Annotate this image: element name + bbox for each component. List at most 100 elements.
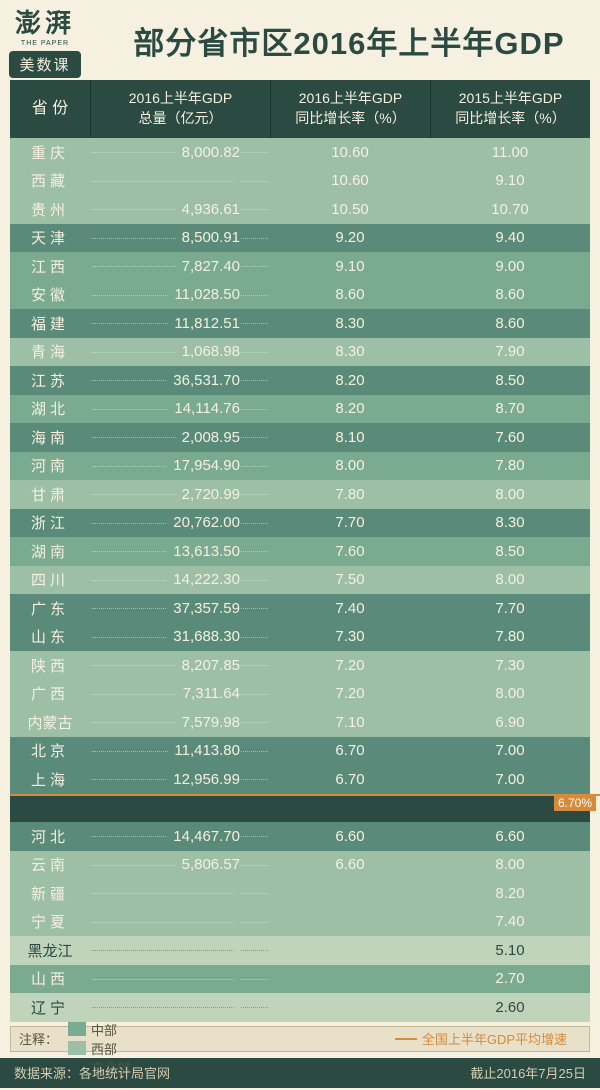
cell-growth-2015: 8.00 [430, 571, 590, 588]
page-title: 部分省市区2016年上半年GDP [90, 0, 600, 80]
legend-text: 中部 [91, 1020, 117, 1039]
gdp-value: 5,604.85 [176, 799, 240, 816]
cell-growth-2016: 8.00 [270, 457, 430, 474]
cell-province: 海南 [10, 427, 90, 448]
cell-gdp: 11,413.80 [90, 742, 270, 759]
cell-gdp: 8,207.85 [90, 657, 270, 674]
cell-growth-2016: 9.10 [270, 258, 430, 275]
table-row: 吉林5,604.856.706.10 [10, 794, 590, 823]
dotted-leader [92, 1007, 268, 1008]
table-row: 西藏10.609.10 [10, 167, 590, 196]
gdp-value: 7,311.64 [177, 685, 240, 702]
gdp-value: 7,827.40 [176, 258, 240, 275]
cell-growth-2016: 6.60 [270, 828, 430, 845]
table-row: 广西7,311.647.208.00 [10, 680, 590, 709]
cell-gdp: 1,068.98 [90, 343, 270, 360]
cell-growth-2015: 6.60 [430, 828, 590, 845]
table-row: 浙江20,762.007.708.30 [10, 509, 590, 538]
col-2015-l1: 2015上半年GDP [459, 89, 562, 109]
table-row: 天津8,500.919.209.40 [10, 224, 590, 253]
cell-gdp: 8,000.82 [90, 144, 270, 161]
cell-growth-2015: 2.60 [430, 999, 590, 1016]
cell-gdp: 37,357.59 [90, 600, 270, 617]
cell-growth-2015: 7.00 [430, 771, 590, 788]
table-row: 新疆8.20 [10, 879, 590, 908]
cell-province: 广东 [10, 598, 90, 619]
avg-growth-line [10, 794, 600, 796]
cell-province: 陕西 [10, 655, 90, 676]
legend-swatch [68, 1022, 86, 1036]
legend-item: 西部 [68, 1039, 130, 1058]
gdp-value: 8,000.82 [176, 144, 240, 161]
cell-gdp: 11,028.50 [90, 286, 270, 303]
cell-growth-2016: 8.10 [270, 429, 430, 446]
col-2016-l2: 同比增长率（%） [295, 109, 405, 129]
gdp-value: 14,467.70 [167, 828, 240, 845]
table-row: 河南17,954.908.007.80 [10, 452, 590, 481]
gdp-value: 11,028.50 [168, 286, 240, 303]
col-2015-l2: 同比增长率（%） [455, 109, 565, 129]
cell-growth-2015: 8.00 [430, 856, 590, 873]
cell-province: 新疆 [10, 883, 90, 904]
cell-province: 四川 [10, 569, 90, 590]
cell-gdp: 7,311.64 [90, 685, 270, 702]
table-row: 北京11,413.806.707.00 [10, 737, 590, 766]
table-row: 黑龙江5.10 [10, 936, 590, 965]
cell-gdp: 7,827.40 [90, 258, 270, 275]
cell-growth-2016: 6.70 [270, 771, 430, 788]
cell-gdp [90, 172, 270, 189]
gdp-value: 17,954.90 [167, 457, 240, 474]
cell-province: 辽宁 [10, 997, 90, 1018]
gdp-value [234, 172, 240, 189]
cell-gdp: 5,806.57 [90, 856, 270, 873]
cell-growth-2016: 7.30 [270, 628, 430, 645]
cell-growth-2015: 7.30 [430, 657, 590, 674]
gdp-value: 11,812.51 [168, 315, 240, 332]
cell-province: 安徽 [10, 284, 90, 305]
table-row: 广东37,357.597.407.70 [10, 594, 590, 623]
cell-gdp [90, 999, 270, 1016]
cell-growth-2015: 8.50 [430, 543, 590, 560]
cell-growth-2016: 10.60 [270, 144, 430, 161]
gdp-value: 14,114.76 [168, 400, 240, 417]
legend-item: 中部 [68, 1020, 130, 1039]
header: 澎湃 THE PAPER 美数课 部分省市区2016年上半年GDP [0, 0, 600, 80]
gdp-value: 36,531.70 [167, 372, 240, 389]
logo-brand: 澎湃 [15, 3, 75, 40]
table-row: 山西2.70 [10, 965, 590, 994]
cell-growth-2015: 7.40 [430, 913, 590, 930]
cell-growth-2015: 9.00 [430, 258, 590, 275]
gdp-value: 5,806.57 [176, 856, 240, 873]
cell-growth-2015: 7.00 [430, 742, 590, 759]
col-gdp-l2: 总量（亿元） [139, 109, 223, 129]
cell-growth-2015: 7.90 [430, 343, 590, 360]
cell-province: 江西 [10, 256, 90, 277]
cell-province: 内蒙古 [10, 712, 90, 733]
gdp-value: 8,207.85 [176, 657, 240, 674]
cell-growth-2016: 9.20 [270, 229, 430, 246]
cell-growth-2016: 6.60 [270, 856, 430, 873]
gdp-value: 11,413.80 [168, 742, 240, 759]
table-row: 宁夏 7.40 [10, 908, 590, 937]
cell-gdp: 5,604.85 [90, 799, 270, 816]
cell-growth-2016: 6.70 [270, 742, 430, 759]
cell-growth-2016: 7.50 [270, 571, 430, 588]
cell-growth-2016: 7.20 [270, 685, 430, 702]
legend: 注释： 东部中部西部东北部 全国上半年GDP平均增速 [10, 1026, 590, 1052]
col-gdp: 2016上半年GDP 总量（亿元） [90, 80, 270, 138]
table-row: 河北 14,467.70 6.606.60 [10, 822, 590, 851]
gdp-value: 8,500.91 [176, 229, 240, 246]
logo-box: 澎湃 THE PAPER 美数课 [0, 0, 90, 80]
table-row: 内蒙古7,579.987.106.90 [10, 708, 590, 737]
cell-province: 天津 [10, 227, 90, 248]
table-row: 上海12,956.996.707.00 [10, 765, 590, 794]
gdp-value: 2,720.99 [176, 486, 240, 503]
cell-growth-2016: 8.60 [270, 286, 430, 303]
cell-gdp: 11,812.51 [90, 315, 270, 332]
cell-province: 河北 [10, 826, 90, 847]
cell-gdp: 7,579.98 [90, 714, 270, 731]
cell-province: 宁夏 [10, 911, 90, 932]
cell-growth-2015: 8.30 [430, 514, 590, 531]
cell-growth-2015: 9.10 [430, 172, 590, 189]
table-row: 云南5,806.576.608.00 [10, 851, 590, 880]
